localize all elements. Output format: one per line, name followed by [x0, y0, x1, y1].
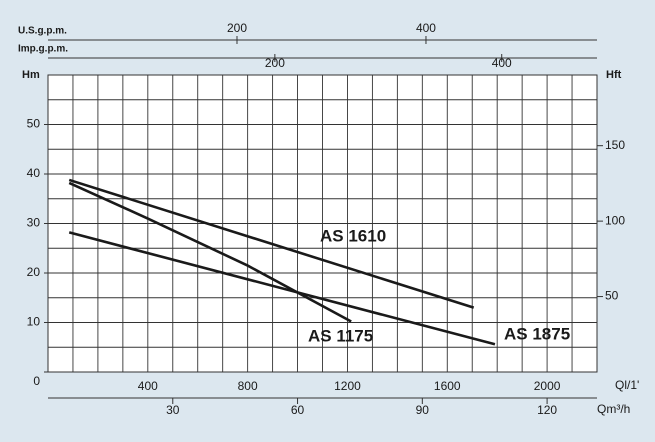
x-tick-label: 800	[238, 379, 258, 393]
top-axis-label: U.S.g.p.m.	[18, 26, 67, 37]
x-axis-label: Ql/1'	[615, 378, 639, 392]
x-tick-label: 1200	[334, 379, 361, 393]
x2-tick-label: 90	[416, 403, 430, 417]
y2-tick-label: 150	[605, 138, 625, 152]
top-tick-label: 400	[492, 56, 512, 70]
y-axis-label: Hm	[22, 69, 40, 81]
y-tick-label: 40	[27, 166, 41, 180]
curve	[68, 231, 496, 346]
curve	[68, 178, 475, 309]
y-tick-label: 30	[27, 216, 41, 230]
y2-tick-label: 100	[605, 213, 625, 227]
top-tick-label: 400	[416, 21, 436, 35]
x2-tick-label: 120	[537, 403, 557, 417]
curve-label: AS 1175	[308, 326, 373, 345]
y2-axis-label: Hft	[606, 69, 622, 81]
x2-tick-label: 30	[166, 403, 180, 417]
y2-tick-label: 50	[605, 289, 619, 303]
top-tick-label: 200	[227, 21, 247, 35]
y-tick-label: 10	[27, 315, 41, 329]
x-tick-label: 400	[138, 379, 158, 393]
x2-tick-label: 60	[291, 403, 305, 417]
curve-label: AS 1875	[504, 324, 570, 343]
x-tick-label: 1600	[434, 379, 461, 393]
top-axis-label: Imp.g.p.m.	[18, 44, 68, 55]
plot-frame	[47, 74, 598, 373]
y-tick-label: 20	[27, 265, 41, 279]
x-tick-label: 2000	[534, 379, 561, 393]
x2-axis-label: Qm³/h	[597, 402, 630, 416]
y-tick-label: 50	[27, 117, 41, 131]
top-tick-label: 200	[265, 56, 285, 70]
y-tick-label: 0	[33, 374, 40, 388]
curve-label: AS 1610	[320, 226, 386, 245]
